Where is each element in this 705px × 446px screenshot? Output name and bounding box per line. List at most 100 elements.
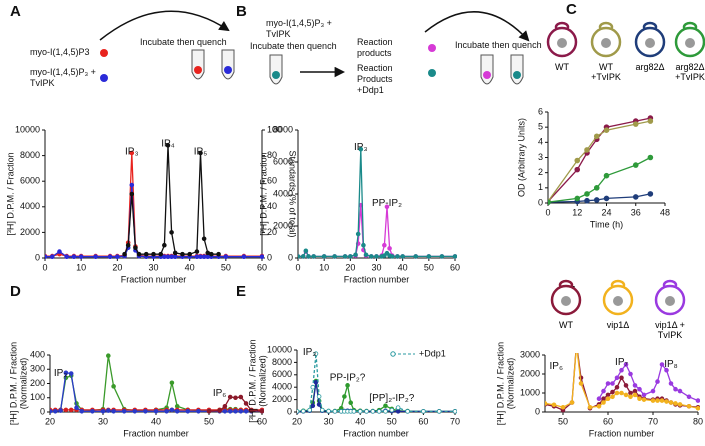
- data-point: [545, 401, 548, 406]
- annotation: IP₈: [664, 359, 678, 370]
- data-point: [596, 396, 602, 402]
- data-point: [57, 249, 62, 254]
- legend-label: vip1Δ: [606, 320, 630, 330]
- data-point: [560, 404, 566, 410]
- data-point: [623, 392, 629, 398]
- data-point: [421, 409, 426, 414]
- y-axis-label: [³H] D.P.M. / Fraction: [5, 152, 15, 235]
- data-point: [641, 397, 647, 402]
- data-point: [321, 254, 327, 259]
- cell-nucleus: [601, 38, 611, 48]
- data-point: [641, 392, 647, 398]
- data-point: [311, 254, 317, 259]
- data-point: [259, 408, 264, 414]
- data-point: [300, 254, 306, 259]
- data-point: [355, 231, 361, 237]
- data-point: [632, 388, 638, 394]
- diagram-label: Incubate then quench: [140, 37, 227, 47]
- x-tick-label: 50: [387, 416, 397, 426]
- data-point: [78, 254, 84, 260]
- y-axis-label: (Normalized): [257, 355, 267, 407]
- data-point: [125, 242, 131, 248]
- y-tick-label: 2000: [273, 220, 293, 230]
- x-tick-label: 10: [76, 262, 86, 272]
- data-point: [603, 172, 610, 179]
- x-tick-label: 40: [185, 262, 195, 272]
- y-tick-label: 0: [40, 406, 45, 416]
- data-point: [619, 390, 624, 396]
- y2-tick-label: 60: [267, 176, 277, 186]
- data-point: [172, 250, 178, 256]
- data-point: [348, 254, 353, 259]
- plot-area: [548, 115, 654, 205]
- data-point: [143, 251, 149, 257]
- y-tick-label: 2000: [20, 227, 40, 237]
- data-point: [332, 409, 338, 414]
- data-point: [342, 394, 347, 399]
- y-axis-label: [³H] D.P.M. / Fraction: [247, 339, 257, 422]
- data-point: [106, 408, 111, 413]
- data-point: [303, 248, 309, 254]
- data-point: [68, 407, 74, 413]
- data-point: [357, 409, 363, 414]
- y2-tick-label: 40: [267, 201, 277, 211]
- panel-letter: C: [566, 1, 577, 18]
- data-point: [306, 254, 311, 259]
- data-point: [243, 408, 249, 414]
- data-point: [668, 381, 674, 386]
- data-point: [632, 121, 639, 127]
- data-point: [111, 408, 116, 414]
- data-point: [587, 404, 593, 410]
- x-tick-label: 70: [648, 416, 658, 426]
- data-point: [153, 408, 159, 414]
- data-point: [605, 396, 611, 402]
- data-point: [632, 383, 638, 388]
- x-tick-label: 50: [424, 262, 434, 272]
- data-point: [389, 407, 395, 413]
- data-point: [194, 249, 200, 254]
- cell-nucleus: [685, 38, 695, 48]
- data-point: [68, 371, 74, 376]
- data-point: [637, 386, 642, 392]
- data-point: [659, 398, 665, 403]
- data-point: [623, 383, 629, 388]
- data-point: [686, 403, 692, 409]
- y2-tick-label: 20: [267, 227, 277, 237]
- data-point: [143, 408, 148, 414]
- x-tick-label: 10: [319, 262, 329, 272]
- data-point: [64, 254, 69, 260]
- data-point: [233, 395, 238, 401]
- x-tick-label: 30: [98, 416, 108, 426]
- x-tick-label: 60: [603, 416, 613, 426]
- data-point: [185, 408, 191, 414]
- y2-tick-label: 0: [267, 252, 272, 262]
- data-point: [436, 409, 442, 414]
- data-point: [605, 392, 611, 398]
- data-point: [158, 251, 164, 257]
- tube-content: [224, 66, 232, 74]
- y-tick-label: 4000: [273, 188, 293, 198]
- data-point: [395, 409, 401, 414]
- data-point: [45, 254, 48, 260]
- annotation: IP₃: [125, 146, 139, 157]
- data-point: [593, 133, 600, 140]
- legend-dot: [428, 44, 436, 52]
- annotation: IP₆: [213, 388, 226, 399]
- data-point: [222, 408, 228, 414]
- data-point: [319, 407, 325, 413]
- data-point: [628, 390, 633, 396]
- x-tick-label: 50: [221, 262, 231, 272]
- data-point: [593, 185, 600, 191]
- data-point: [136, 251, 142, 257]
- legend-label: arg82Δ +TvIPK: [675, 62, 705, 82]
- x-tick-label: 60: [450, 262, 460, 272]
- data-point: [111, 384, 116, 389]
- annotation: IP₃: [354, 142, 368, 153]
- data-point: [227, 394, 233, 400]
- plot-area: [50, 353, 264, 414]
- diagram-label: Reaction Products +Ddp1: [357, 63, 393, 95]
- data-point: [313, 351, 319, 357]
- y-tick-label: 2000: [520, 368, 540, 378]
- data-point: [50, 408, 53, 414]
- data-point: [628, 371, 633, 377]
